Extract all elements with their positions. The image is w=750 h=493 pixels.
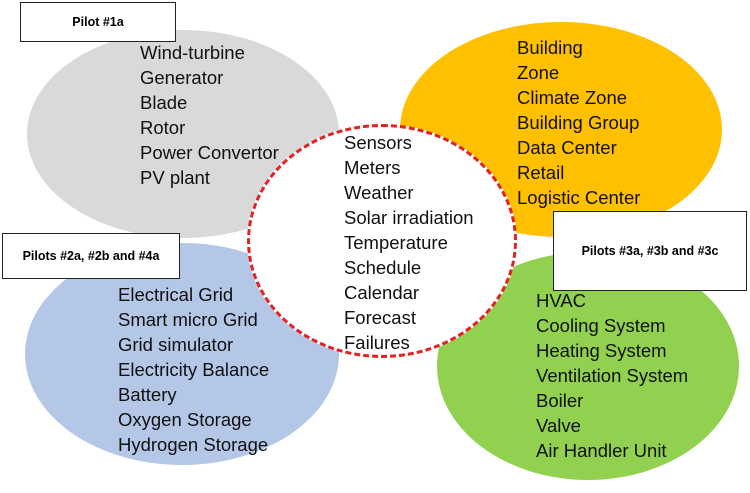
building-list: Building Zone Climate Zone Building Grou… [517,35,640,210]
hvac-list: HVAC Cooling System Heating System Venti… [536,288,688,463]
list-item: Generator [140,67,224,88]
list-item: Air Handler Unit [536,440,667,461]
list-item: Heating System [536,340,667,361]
list-item: Rotor [140,117,186,138]
list-item: HVAC [536,290,587,311]
list-item: Electricity Balance [118,359,270,380]
list-item: Oxygen Storage [118,409,252,430]
list-item: Solar irradiation [344,207,474,228]
pilots-2a-2b-4a-label: Pilots #2a, #2b and #4a [2,233,180,279]
list-item: Zone [517,62,560,83]
list-item: Retail [517,162,565,183]
list-item: Electrical Grid [118,284,234,305]
list-item: Grid simulator [118,334,234,355]
list-item: Schedule [344,257,422,278]
list-item: Wind-turbine [140,42,245,63]
pilot-1a-label: Pilot #1a [20,2,176,42]
list-item: Weather [344,182,414,203]
list-item: Battery [118,384,177,405]
list-item: PV plant [140,167,210,188]
pilots-3a-3b-3c-label: Pilots #3a, #3b and #3c [553,211,747,291]
grid-list: Electrical Grid Smart micro Grid Grid si… [118,282,269,457]
list-item: Forecast [344,307,416,328]
list-item: Smart micro Grid [118,309,258,330]
list-item: Ventilation System [536,365,689,386]
list-item: Meters [344,157,401,178]
list-item: Boiler [536,390,584,411]
list-item: Logistic Center [517,187,641,208]
wind-pv-list: Wind-turbine Generator Blade Rotor Power… [140,40,279,190]
list-item: Power Convertor [140,142,279,163]
list-item: Calendar [344,282,420,303]
list-item: Building Group [517,112,640,133]
list-item: Cooling System [536,315,666,336]
list-item: Climate Zone [517,87,628,108]
shared-concepts-list: Sensors Meters Weather Solar irradiation… [344,130,474,355]
list-item: Hydrogen Storage [118,434,269,455]
shared-concepts-ellipse [247,124,517,358]
list-item: Blade [140,92,188,113]
list-item: Sensors [344,132,412,153]
list-item: Data Center [517,137,617,158]
list-item: Failures [344,332,410,353]
list-item: Temperature [344,232,448,253]
list-item: Building [517,37,583,58]
list-item: Valve [536,415,581,436]
